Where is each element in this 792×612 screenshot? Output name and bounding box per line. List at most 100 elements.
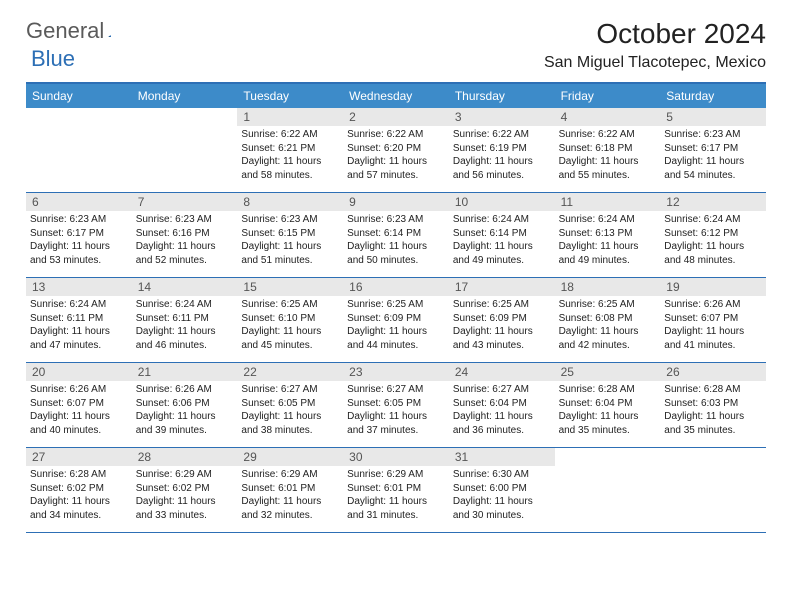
sunrise: Sunrise: 6:25 AM (453, 298, 551, 312)
daylight: Daylight: 11 hours and 49 minutes. (559, 240, 657, 267)
day-number: 4 (561, 110, 655, 124)
sunrise: Sunrise: 6:30 AM (453, 468, 551, 482)
day-text: Sunrise: 6:24 AMSunset: 6:12 PMDaylight:… (664, 213, 762, 267)
day-number: 17 (455, 280, 549, 294)
logo-triangle-icon (108, 24, 111, 38)
daynum-bar: 7 (132, 193, 238, 211)
weeks-container: 1Sunrise: 6:22 AMSunset: 6:21 PMDaylight… (26, 108, 766, 533)
daylight: Daylight: 11 hours and 33 minutes. (136, 495, 234, 522)
sunset: Sunset: 6:04 PM (559, 397, 657, 411)
dow-wed: Wednesday (343, 84, 449, 108)
logo-text-1: General (26, 18, 104, 44)
day-cell (660, 448, 766, 532)
day-cell: 16Sunrise: 6:25 AMSunset: 6:09 PMDayligh… (343, 278, 449, 362)
daylight: Daylight: 11 hours and 35 minutes. (664, 410, 762, 437)
day-number: 7 (138, 195, 232, 209)
sunrise: Sunrise: 6:24 AM (453, 213, 551, 227)
day-number: 28 (138, 450, 232, 464)
sunrise: Sunrise: 6:27 AM (453, 383, 551, 397)
sunset: Sunset: 6:00 PM (453, 482, 551, 496)
sunrise: Sunrise: 6:22 AM (241, 128, 339, 142)
daynum-bar: 15 (237, 278, 343, 296)
day-cell: 23Sunrise: 6:27 AMSunset: 6:05 PMDayligh… (343, 363, 449, 447)
sunrise: Sunrise: 6:28 AM (664, 383, 762, 397)
sunrise: Sunrise: 6:25 AM (347, 298, 445, 312)
daynum-bar: 9 (343, 193, 449, 211)
daynum-bar: 3 (449, 108, 555, 126)
day-number: 23 (349, 365, 443, 379)
day-text: Sunrise: 6:25 AMSunset: 6:09 PMDaylight:… (453, 298, 551, 352)
day-number: 9 (349, 195, 443, 209)
sunset: Sunset: 6:14 PM (347, 227, 445, 241)
daynum-bar: 2 (343, 108, 449, 126)
day-text: Sunrise: 6:25 AMSunset: 6:10 PMDaylight:… (241, 298, 339, 352)
sunrise: Sunrise: 6:26 AM (664, 298, 762, 312)
day-number: 19 (666, 280, 760, 294)
sunrise: Sunrise: 6:25 AM (241, 298, 339, 312)
daynum-bar: 13 (26, 278, 132, 296)
daylight: Daylight: 11 hours and 44 minutes. (347, 325, 445, 352)
day-cell: 31Sunrise: 6:30 AMSunset: 6:00 PMDayligh… (449, 448, 555, 532)
day-text: Sunrise: 6:24 AMSunset: 6:13 PMDaylight:… (559, 213, 657, 267)
day-cell: 29Sunrise: 6:29 AMSunset: 6:01 PMDayligh… (237, 448, 343, 532)
day-text: Sunrise: 6:27 AMSunset: 6:04 PMDaylight:… (453, 383, 551, 437)
location: San Miguel Tlacotepec, Mexico (544, 54, 766, 72)
week-row: 6Sunrise: 6:23 AMSunset: 6:17 PMDaylight… (26, 193, 766, 278)
daynum-bar: 29 (237, 448, 343, 466)
sunrise: Sunrise: 6:29 AM (241, 468, 339, 482)
daylight: Daylight: 11 hours and 41 minutes. (664, 325, 762, 352)
day-text: Sunrise: 6:27 AMSunset: 6:05 PMDaylight:… (241, 383, 339, 437)
sunset: Sunset: 6:10 PM (241, 312, 339, 326)
sunset: Sunset: 6:09 PM (453, 312, 551, 326)
dow-tue: Tuesday (237, 84, 343, 108)
day-text: Sunrise: 6:23 AMSunset: 6:17 PMDaylight:… (30, 213, 128, 267)
week-row: 13Sunrise: 6:24 AMSunset: 6:11 PMDayligh… (26, 278, 766, 363)
sunrise: Sunrise: 6:23 AM (136, 213, 234, 227)
day-number: 10 (455, 195, 549, 209)
dow-sun: Sunday (26, 84, 132, 108)
day-number: 22 (243, 365, 337, 379)
sunset: Sunset: 6:09 PM (347, 312, 445, 326)
daynum-bar: 24 (449, 363, 555, 381)
sunrise: Sunrise: 6:24 AM (136, 298, 234, 312)
day-text: Sunrise: 6:22 AMSunset: 6:21 PMDaylight:… (241, 128, 339, 182)
daylight: Daylight: 11 hours and 31 minutes. (347, 495, 445, 522)
day-text: Sunrise: 6:22 AMSunset: 6:20 PMDaylight:… (347, 128, 445, 182)
daylight: Daylight: 11 hours and 51 minutes. (241, 240, 339, 267)
daynum-bar: 18 (555, 278, 661, 296)
daynum-bar: 19 (660, 278, 766, 296)
daylight: Daylight: 11 hours and 46 minutes. (136, 325, 234, 352)
daynum-bar: 8 (237, 193, 343, 211)
day-cell: 26Sunrise: 6:28 AMSunset: 6:03 PMDayligh… (660, 363, 766, 447)
daylight: Daylight: 11 hours and 48 minutes. (664, 240, 762, 267)
sunset: Sunset: 6:21 PM (241, 142, 339, 156)
sunrise: Sunrise: 6:22 AM (453, 128, 551, 142)
title-block: October 2024 San Miguel Tlacotepec, Mexi… (544, 18, 766, 72)
day-text: Sunrise: 6:23 AMSunset: 6:15 PMDaylight:… (241, 213, 339, 267)
day-text: Sunrise: 6:24 AMSunset: 6:11 PMDaylight:… (136, 298, 234, 352)
day-cell: 21Sunrise: 6:26 AMSunset: 6:06 PMDayligh… (132, 363, 238, 447)
sunset: Sunset: 6:18 PM (559, 142, 657, 156)
calendar-page: General October 2024 San Miguel Tlacotep… (0, 0, 792, 551)
day-cell (132, 108, 238, 192)
daylight: Daylight: 11 hours and 43 minutes. (453, 325, 551, 352)
day-number: 30 (349, 450, 443, 464)
sunrise: Sunrise: 6:27 AM (347, 383, 445, 397)
day-cell: 1Sunrise: 6:22 AMSunset: 6:21 PMDaylight… (237, 108, 343, 192)
sunrise: Sunrise: 6:28 AM (30, 468, 128, 482)
daynum-bar: 20 (26, 363, 132, 381)
day-cell: 25Sunrise: 6:28 AMSunset: 6:04 PMDayligh… (555, 363, 661, 447)
day-text: Sunrise: 6:23 AMSunset: 6:16 PMDaylight:… (136, 213, 234, 267)
sunrise: Sunrise: 6:29 AM (136, 468, 234, 482)
sunset: Sunset: 6:17 PM (30, 227, 128, 241)
day-number: 12 (666, 195, 760, 209)
day-number: 15 (243, 280, 337, 294)
daylight: Daylight: 11 hours and 34 minutes. (30, 495, 128, 522)
day-number: 31 (455, 450, 549, 464)
day-cell (26, 108, 132, 192)
day-cell: 20Sunrise: 6:26 AMSunset: 6:07 PMDayligh… (26, 363, 132, 447)
sunrise: Sunrise: 6:27 AM (241, 383, 339, 397)
week-row: 1Sunrise: 6:22 AMSunset: 6:21 PMDaylight… (26, 108, 766, 193)
day-number: 3 (455, 110, 549, 124)
sunrise: Sunrise: 6:23 AM (347, 213, 445, 227)
